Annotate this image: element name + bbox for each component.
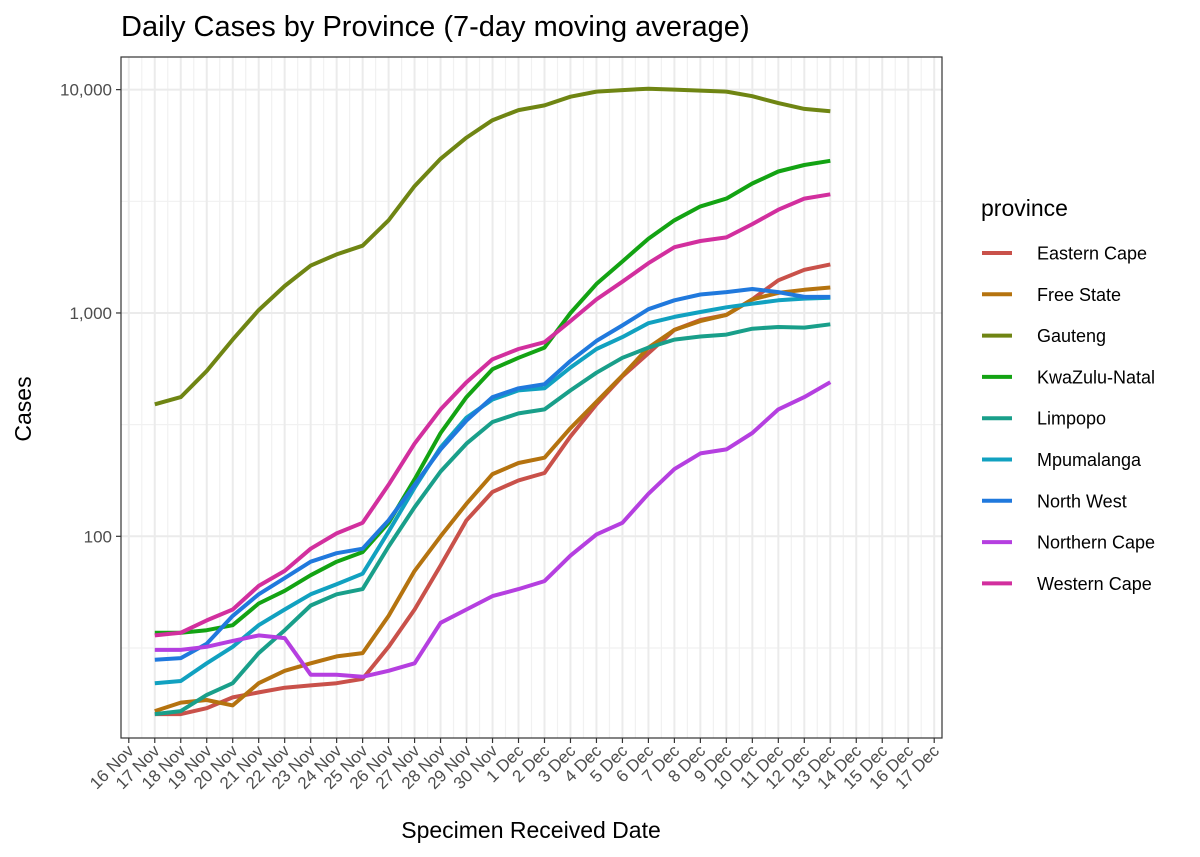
- legend-label: North West: [1037, 491, 1127, 511]
- series-line: [154, 158, 831, 635]
- series-line: [154, 322, 831, 717]
- y-tick-label: 10,000: [60, 81, 112, 100]
- legend-label: Free State: [1037, 285, 1121, 305]
- y-tick-label: 100: [84, 527, 112, 546]
- series-line: [154, 380, 832, 679]
- series-line: [154, 287, 831, 662]
- legend-label: Northern Cape: [1037, 533, 1155, 553]
- legend-item: Mpumalanga: [982, 450, 1142, 470]
- legend-item: North West: [982, 491, 1127, 511]
- series-line: [154, 285, 831, 714]
- legend-item: Northern Cape: [982, 533, 1155, 553]
- panel-border: [120, 56, 943, 739]
- x-axis-title: Specimen Received Date: [401, 817, 661, 843]
- legend-item: Western Cape: [982, 574, 1152, 594]
- chart-title: Daily Cases by Province (7-day moving av…: [121, 11, 750, 43]
- y-tick-label: 1,000: [69, 304, 112, 323]
- legend-label: Eastern Cape: [1037, 244, 1147, 264]
- series-line: [154, 86, 831, 407]
- legend-label: Western Cape: [1037, 574, 1152, 594]
- legend-item: Gauteng: [982, 326, 1106, 346]
- legend-label: Gauteng: [1037, 326, 1106, 346]
- series-line: [154, 192, 831, 638]
- legend-item: Eastern Cape: [982, 244, 1147, 264]
- y-axis-title: Cases: [10, 376, 36, 441]
- legend-item: Free State: [982, 285, 1121, 305]
- legend: province Eastern Cape Free State Gauteng Kw…: [981, 195, 1155, 594]
- legend-label: KwaZulu-Natal: [1037, 367, 1155, 387]
- legend-label: Limpopo: [1037, 409, 1106, 429]
- legend-item: Limpopo: [982, 409, 1106, 429]
- legend-label: Mpumalanga: [1037, 450, 1142, 470]
- legend-title: province: [981, 195, 1068, 221]
- legend-item: KwaZulu-Natal: [982, 367, 1155, 387]
